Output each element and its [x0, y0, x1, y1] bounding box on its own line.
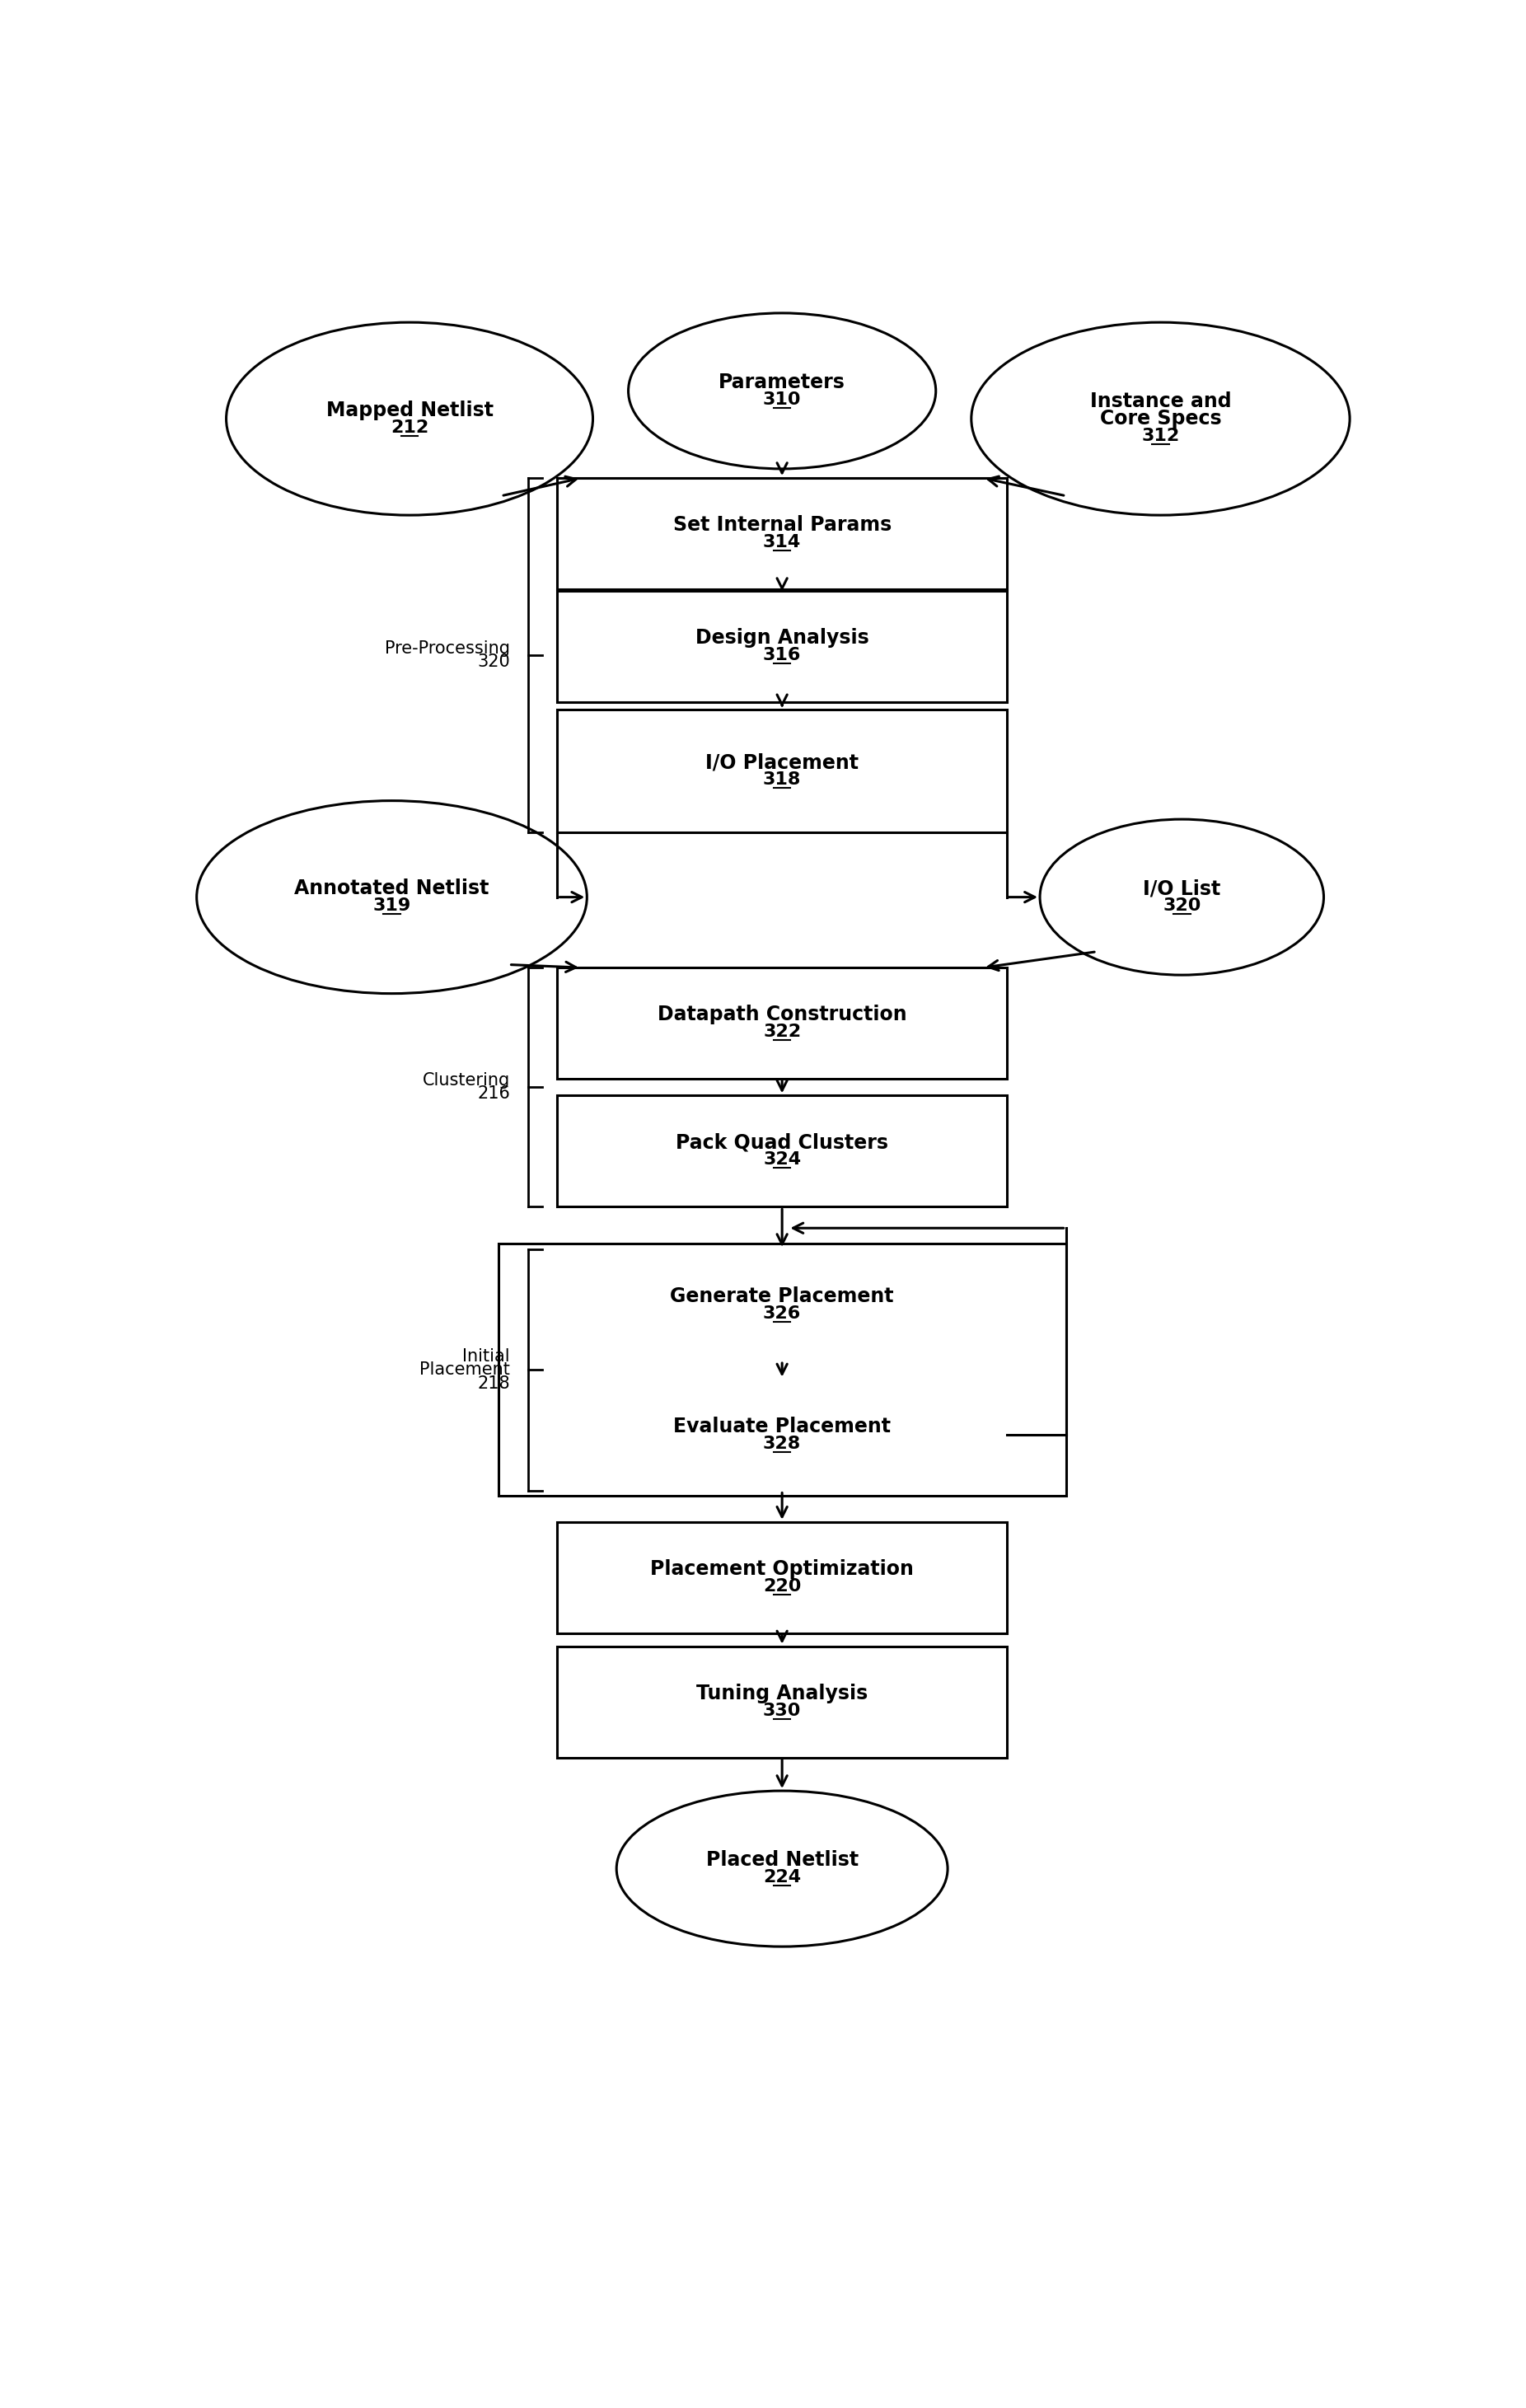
- Ellipse shape: [197, 802, 588, 995]
- Bar: [557, 1380, 1007, 1491]
- Text: 314: 314: [763, 535, 801, 551]
- Text: 212: 212: [391, 419, 429, 436]
- Ellipse shape: [629, 313, 935, 470]
- Text: 322: 322: [763, 1023, 801, 1040]
- Text: Placement Optimization: Placement Optimization: [650, 1558, 914, 1580]
- Text: Mapped Netlist: Mapped Netlist: [327, 400, 493, 419]
- Ellipse shape: [617, 1792, 948, 1946]
- Text: Placed Netlist: Placed Netlist: [707, 1849, 858, 1871]
- Text: 318: 318: [763, 771, 801, 787]
- Ellipse shape: [1039, 819, 1323, 975]
- Text: 320: 320: [1163, 898, 1201, 915]
- Ellipse shape: [972, 323, 1349, 515]
- Text: 320: 320: [478, 653, 510, 669]
- Text: Evaluate Placement: Evaluate Placement: [673, 1416, 891, 1435]
- Text: Generate Placement: Generate Placement: [670, 1286, 894, 1305]
- Text: Tuning Analysis: Tuning Analysis: [696, 1683, 868, 1702]
- Ellipse shape: [226, 323, 592, 515]
- Bar: [557, 968, 1007, 1079]
- Text: 330: 330: [763, 1702, 801, 1719]
- Text: 324: 324: [763, 1151, 801, 1168]
- Text: Pre-Processing: Pre-Processing: [385, 641, 510, 657]
- Text: 310: 310: [763, 393, 801, 407]
- Text: 216: 216: [478, 1086, 510, 1103]
- Text: Pack Quad Clusters: Pack Quad Clusters: [676, 1132, 888, 1153]
- Text: 319: 319: [372, 898, 410, 915]
- Text: Set Internal Params: Set Internal Params: [673, 515, 891, 535]
- Text: Initial: Initial: [462, 1348, 510, 1365]
- Text: Annotated Netlist: Annotated Netlist: [295, 879, 490, 898]
- Bar: [557, 1647, 1007, 1758]
- Bar: [557, 479, 1007, 590]
- Text: 220: 220: [763, 1577, 801, 1594]
- Bar: [557, 1096, 1007, 1206]
- Text: 218: 218: [478, 1375, 510, 1392]
- Text: 224: 224: [763, 1869, 801, 1885]
- Bar: [497, 1245, 1065, 1495]
- Text: I/O List: I/O List: [1143, 879, 1221, 898]
- Text: Instance and: Instance and: [1090, 393, 1231, 412]
- Text: 328: 328: [763, 1435, 801, 1452]
- Bar: [557, 710, 1007, 833]
- Text: 312: 312: [1141, 429, 1180, 443]
- Text: Parameters: Parameters: [719, 373, 845, 393]
- Text: Core Specs: Core Specs: [1100, 409, 1221, 429]
- Bar: [557, 1250, 1007, 1361]
- Bar: [557, 1522, 1007, 1633]
- Text: Datapath Construction: Datapath Construction: [658, 1004, 906, 1023]
- Bar: [557, 592, 1007, 703]
- Text: 326: 326: [763, 1305, 801, 1322]
- Text: 316: 316: [763, 648, 801, 665]
- Text: I/O Placement: I/O Placement: [705, 754, 859, 773]
- Text: Design Analysis: Design Analysis: [696, 628, 868, 648]
- Text: Placement: Placement: [420, 1361, 510, 1377]
- Text: Clustering: Clustering: [423, 1072, 510, 1088]
